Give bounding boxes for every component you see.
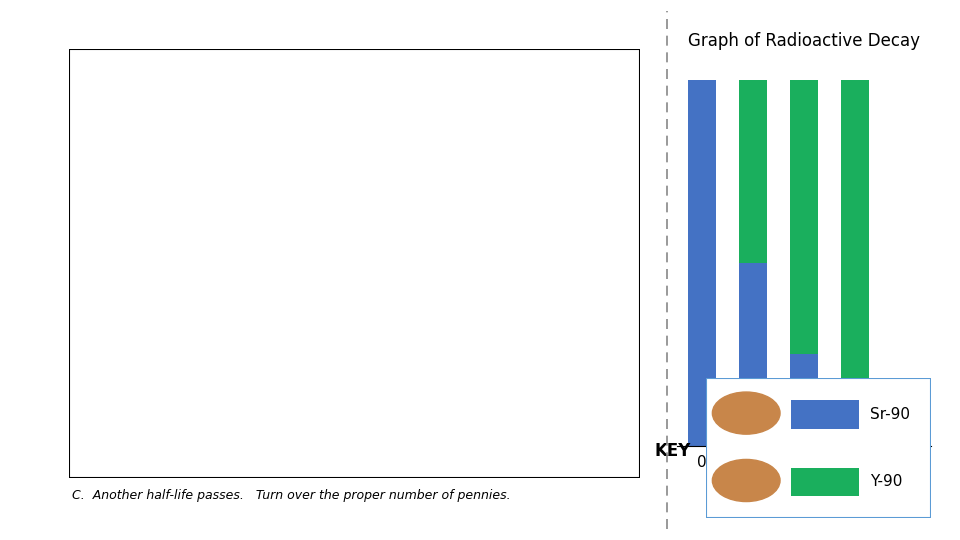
Bar — [790, 79, 818, 354]
Bar — [841, 79, 869, 400]
Text: Sr-90: Sr-90 — [871, 407, 910, 422]
Text: Y-90: Y-90 — [871, 475, 902, 489]
Circle shape — [712, 460, 780, 502]
Bar — [688, 79, 716, 445]
Circle shape — [712, 392, 780, 434]
Bar — [739, 262, 767, 446]
Text: KEY: KEY — [655, 442, 691, 460]
Title: Graph of Radioactive Decay: Graph of Radioactive Decay — [688, 31, 920, 50]
FancyBboxPatch shape — [706, 378, 931, 518]
X-axis label: (half-life): (half-life) — [770, 473, 838, 488]
Bar — [791, 401, 859, 429]
Text: ☢: ☢ — [844, 410, 866, 435]
Bar — [841, 400, 869, 446]
Text: C.  Another half-life passes.   Turn over the proper number of pennies.: C. Another half-life passes. Turn over t… — [72, 489, 511, 502]
Bar — [739, 79, 767, 262]
FancyBboxPatch shape — [69, 49, 640, 478]
Bar — [791, 468, 859, 496]
Bar — [790, 354, 818, 446]
